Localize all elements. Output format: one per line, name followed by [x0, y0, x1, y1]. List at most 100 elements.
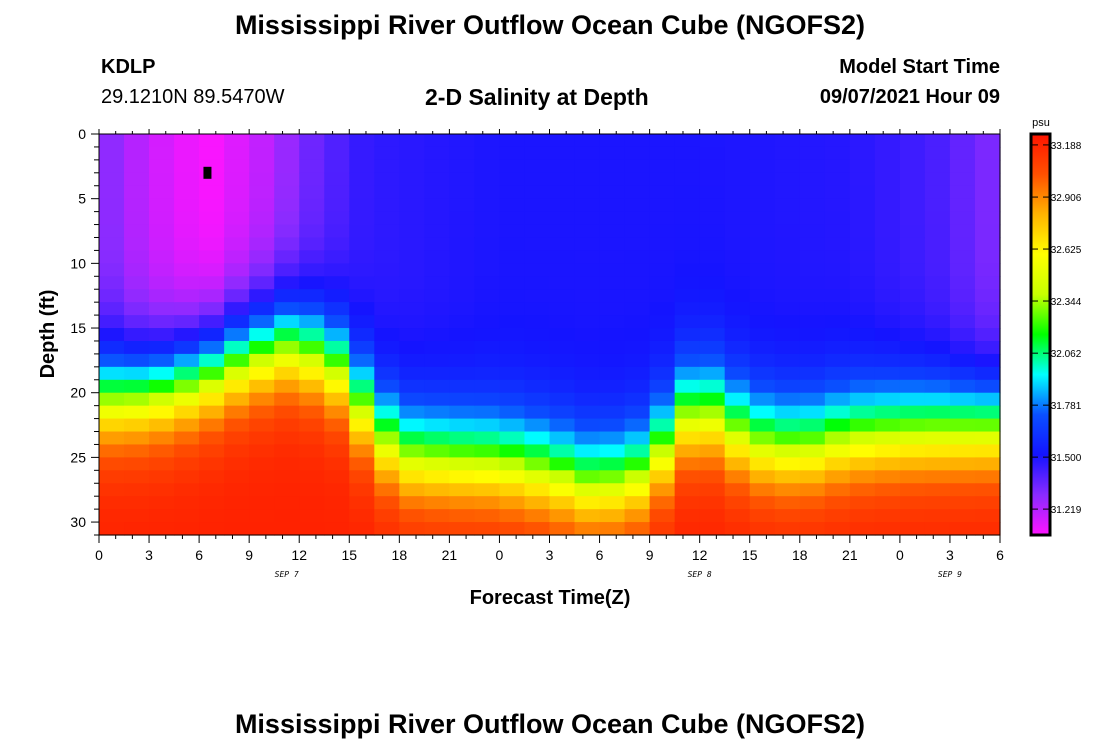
heatmap-cell — [349, 483, 375, 497]
heatmap-cell — [924, 353, 951, 368]
heatmap-cell — [874, 418, 901, 433]
heatmap-cell — [774, 353, 801, 368]
heatmap-cell — [899, 405, 926, 420]
heatmap-cell — [524, 289, 551, 303]
heatmap-cell — [849, 263, 876, 277]
heatmap-cell — [324, 289, 350, 303]
heatmap-cell — [874, 224, 901, 239]
heatmap-cell — [224, 146, 250, 161]
heatmap-cell — [249, 289, 275, 303]
heatmap-cell — [349, 185, 375, 200]
heatmap-cell — [149, 302, 175, 316]
heatmap-cell — [799, 496, 826, 510]
heatmap-cell — [249, 405, 275, 420]
heatmap-cell — [149, 146, 175, 161]
heatmap-cell — [524, 134, 551, 148]
heatmap-cell — [699, 483, 726, 497]
heatmap-cell — [749, 276, 776, 290]
heatmap-cell — [899, 418, 926, 433]
heatmap-cell — [349, 237, 375, 252]
heatmap-cell — [499, 237, 526, 252]
heatmap-cell — [424, 353, 450, 368]
heatmap-cell — [974, 328, 1001, 342]
heatmap-cell — [949, 522, 976, 536]
heatmap-cell — [549, 457, 576, 471]
heatmap-cell — [649, 444, 676, 458]
heatmap-cell — [274, 211, 300, 226]
heatmap-cell — [199, 457, 225, 471]
heatmap-cell — [124, 146, 150, 161]
heatmap-cell — [299, 522, 325, 536]
heatmap-cell — [849, 470, 876, 484]
heatmap-cell — [749, 134, 776, 148]
x-tick-label: 15 — [341, 547, 357, 563]
heatmap-cell — [924, 431, 951, 446]
heatmap-cell — [849, 198, 876, 213]
heatmap-cell — [374, 302, 400, 316]
heatmap-cell — [374, 496, 400, 510]
heatmap-cell — [99, 522, 125, 536]
heatmap-cell — [124, 159, 150, 174]
heatmap-cell — [399, 509, 425, 523]
heatmap-cell — [174, 418, 200, 433]
heatmap-cell — [149, 431, 175, 446]
heatmap-cell — [424, 366, 450, 381]
heatmap-cell — [149, 250, 175, 264]
heatmap-cell — [874, 289, 901, 303]
heatmap-cell — [224, 185, 250, 200]
heatmap-cell — [774, 134, 801, 148]
heatmap-cell — [949, 457, 976, 471]
heatmap-cell — [699, 405, 726, 420]
heatmap-cell — [149, 185, 175, 200]
heatmap-cell — [474, 444, 501, 458]
heatmap-cell — [574, 146, 601, 161]
heatmap-cell — [174, 431, 200, 446]
heatmap-cell — [224, 159, 250, 174]
heatmap-cell — [274, 340, 300, 355]
heatmap-cell — [224, 496, 250, 510]
heatmap-cell — [374, 146, 400, 161]
heatmap-cell — [99, 302, 125, 316]
heatmap-cell — [274, 315, 300, 329]
heatmap-cell — [249, 315, 275, 329]
heatmap-cell — [899, 146, 926, 161]
heatmap-cell — [724, 146, 751, 161]
heatmap-cell — [774, 444, 801, 458]
heatmap-cell — [549, 444, 576, 458]
heatmap-cell — [474, 405, 501, 420]
heatmap-cell — [524, 392, 551, 407]
heatmap-cell — [474, 172, 501, 187]
heatmap-cell — [349, 211, 375, 226]
heatmap-cell — [474, 431, 501, 446]
heatmap-cell — [124, 289, 150, 303]
heatmap-cell — [149, 172, 175, 187]
heatmap-cell — [224, 134, 250, 148]
heatmap-cell — [849, 418, 876, 433]
heatmap-cell — [749, 418, 776, 433]
heatmap-cell — [599, 224, 626, 239]
heatmap-cell — [399, 185, 425, 200]
heatmap-cell — [249, 418, 275, 433]
heatmap-cell — [674, 250, 701, 264]
heatmap-cell — [299, 315, 325, 329]
heatmap-cell — [874, 263, 901, 277]
heatmap-cell — [474, 509, 501, 523]
heatmap-cell — [449, 431, 476, 446]
heatmap-cell — [449, 392, 476, 407]
heatmap-cell — [849, 250, 876, 264]
heatmap-cell — [974, 315, 1001, 329]
heatmap-cell — [274, 431, 300, 446]
heatmap-cell — [599, 302, 626, 316]
heatmap-cell — [949, 483, 976, 497]
heatmap-cell — [224, 392, 250, 407]
y-tick-label: 25 — [70, 449, 86, 465]
heatmap-cell — [924, 405, 951, 420]
heatmap-cell — [549, 172, 576, 187]
heatmap-cell — [549, 237, 576, 252]
heatmap-cell — [449, 146, 476, 161]
heatmap-cell — [549, 392, 576, 407]
heatmap-cell — [649, 328, 676, 342]
heatmap-cell — [249, 185, 275, 200]
heatmap-cell — [774, 405, 801, 420]
heatmap-cell — [624, 483, 651, 497]
